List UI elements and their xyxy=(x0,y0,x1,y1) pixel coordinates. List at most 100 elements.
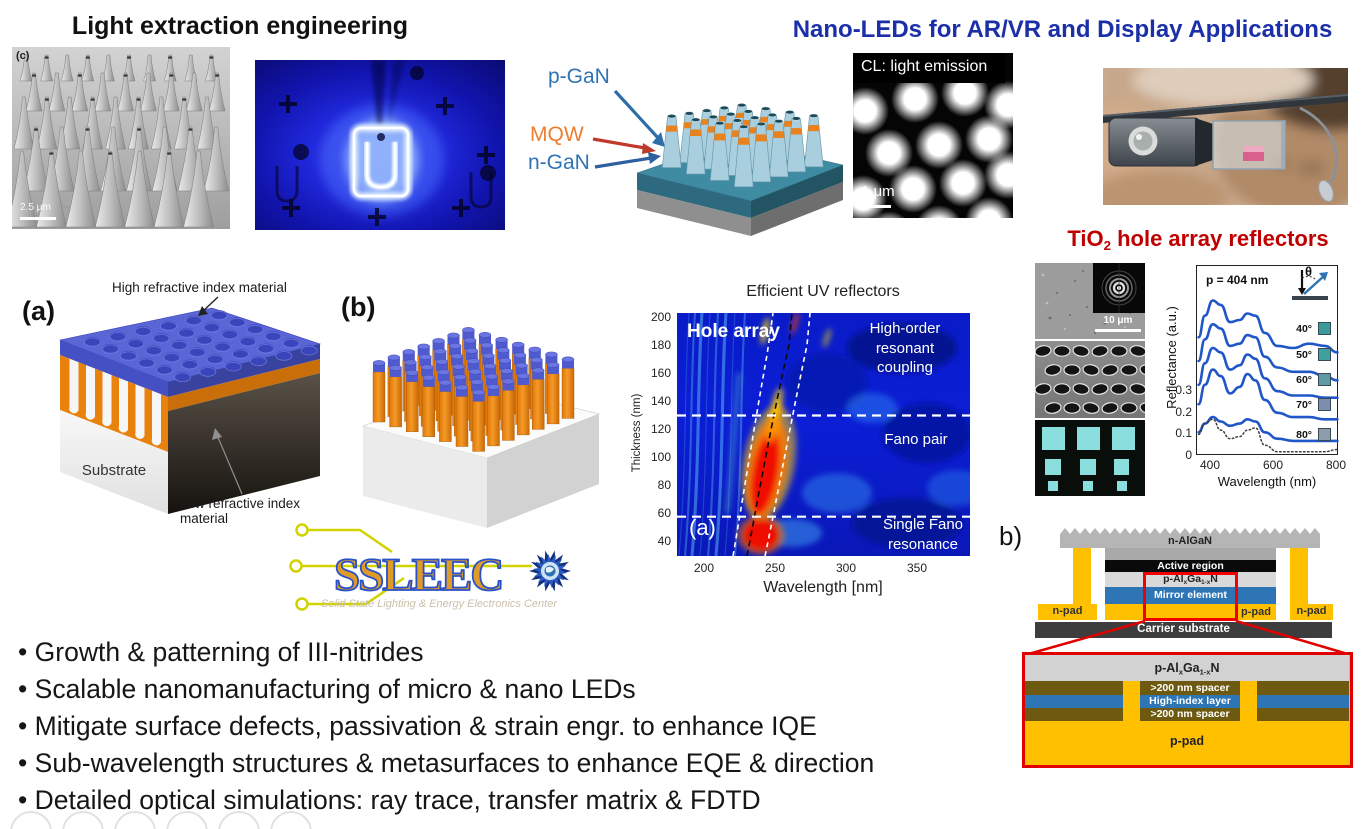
p-algan-layer: p-AlxGa1-xN xyxy=(1105,572,1276,587)
cl-emission-image: CL: light emission 1 μm xyxy=(839,53,1032,259)
high-index-annotation: High refractive index material xyxy=(112,280,287,295)
heatmap-hot-region xyxy=(725,311,832,555)
refl-ytick-0: 0 xyxy=(1185,448,1192,462)
sem-scalebar xyxy=(20,217,56,220)
hm-xtick: 300 xyxy=(835,561,857,575)
heatmap-art xyxy=(677,311,987,557)
tio2-scalebar-label: 10 μm xyxy=(1103,315,1133,326)
fano-branch-dashed-white-right xyxy=(764,312,811,557)
sem-panel-label: (c) xyxy=(16,50,30,62)
incidence-angle-icon xyxy=(1292,270,1328,300)
cl-scalebar-label: 1 μm xyxy=(861,183,895,200)
hm-xtick: 350 xyxy=(906,561,928,575)
hm-xtick: 200 xyxy=(693,561,715,575)
high-index-right xyxy=(1257,695,1349,708)
hole-array-structure: (a) High refractive index material Subst… xyxy=(12,280,334,570)
refl-ytick-03: 0.3 xyxy=(1175,383,1192,397)
legend-swatch xyxy=(1318,398,1331,411)
detail-p-algan-layer: p-AlxGa1-xN xyxy=(1025,655,1349,681)
hm-ytick: 140 xyxy=(650,394,671,408)
legend-angle-label: 40° xyxy=(1296,323,1312,335)
glasses-earpiece xyxy=(1318,180,1334,202)
n-pad-right: n-pad xyxy=(1290,604,1333,620)
tio2-section-title: TiO2 hole array reflectors xyxy=(1030,226,1366,253)
heatmap-xlabel: Wavelength [nm] xyxy=(763,579,883,596)
high-index-left xyxy=(1025,695,1123,708)
mqw-label: MQW xyxy=(530,123,584,146)
glasses-wire xyxy=(1299,106,1338,188)
legend-swatch xyxy=(1318,428,1331,441)
pitch-annotation: p = 404 nm xyxy=(1206,273,1269,287)
list-item: Mitigate surface defects, passivation & … xyxy=(18,708,1008,745)
p-pad-label: p-pad xyxy=(1241,606,1271,618)
p-gan-label: p-GaN xyxy=(548,65,610,88)
hole-array-annotation: Hole array xyxy=(687,321,780,342)
led-micrograph xyxy=(255,60,505,230)
glasses-prism xyxy=(1212,120,1286,170)
list-item: Sub-wavelength structures & metasurfaces… xyxy=(18,745,1008,782)
ssleec-star-icon xyxy=(529,550,571,592)
list-item: Scalable nanomanufacturing of micro & na… xyxy=(18,671,1008,708)
spacer-center-top: >200 nm spacer xyxy=(1140,681,1240,695)
hm-ytick: 180 xyxy=(650,338,671,352)
single-fano-annotation: Single Fano resonance xyxy=(882,516,964,553)
low-index-annotation: Low refractive index material xyxy=(180,496,301,526)
reflectance-plot-area xyxy=(1196,265,1339,455)
high-index-center: High-index layer xyxy=(1140,695,1240,708)
sem-nanocone-art xyxy=(6,47,230,229)
n-pad-left: n-pad xyxy=(1038,604,1097,620)
research-topics-list: Growth & patterning of III-nitrides Scal… xyxy=(18,634,1008,819)
p-gan-arrow xyxy=(613,89,665,147)
tio2-hole-array-sem xyxy=(1034,341,1157,418)
substrate-annotation: Substrate xyxy=(81,462,147,479)
carrier-substrate-layer: Carrier substrate xyxy=(1035,622,1332,638)
left-section-title: Light extraction engineering xyxy=(71,12,409,40)
tio2-squares-art xyxy=(1035,420,1145,496)
mirror-led-device-schematic: b) n-AlGaN Active region p-AlxGa1-xN Mir… xyxy=(985,515,1366,815)
p-metal-layer: p-pad xyxy=(1105,604,1276,620)
hm-ytick: 100 xyxy=(650,450,671,464)
reflectance-ylabel: Reflectance (a.u.) xyxy=(1164,306,1179,409)
tio2-square-reflectors xyxy=(1035,420,1145,496)
dark-electrodes xyxy=(275,166,493,209)
legend-swatch xyxy=(1318,322,1331,335)
mqw-arrow xyxy=(592,137,656,154)
legend-swatch xyxy=(1318,348,1331,361)
spacer-left-top xyxy=(1025,681,1123,695)
mirror-element-layer: Mirror element xyxy=(1105,587,1276,604)
ssleec-logo-art: SSLEEC xyxy=(289,523,571,611)
refl-xtick-600: 600 xyxy=(1262,458,1284,472)
ssleec-logo: SSLEEC Solid State Lighting & Energy Ele… xyxy=(288,514,590,626)
reflectance-xlabel: Wavelength (nm) xyxy=(1217,474,1317,489)
tio2-title-rest: hole array reflectors xyxy=(1110,226,1329,251)
legend-angle-label: 70° xyxy=(1296,399,1312,411)
active-region-layer: Active region xyxy=(1105,560,1276,572)
list-item: Detailed optical simulations: ray trace,… xyxy=(18,782,1008,819)
list-item: Growth & patterning of III-nitrides xyxy=(18,634,1008,671)
led-micrograph-art xyxy=(255,60,505,230)
heatmap-plot-area: Hole array High-order resonant coupling … xyxy=(677,311,987,557)
hm-ytick: 160 xyxy=(650,366,671,380)
fano-pair-annotation: Fano pair xyxy=(884,431,948,448)
cl-caption: CL: light emission xyxy=(861,58,988,75)
n-algan-rough-surface xyxy=(1060,528,1320,534)
hm-ytick: 40 xyxy=(657,534,671,548)
high-order-annotation: High-order resonant coupling xyxy=(869,320,941,376)
tio2-title-base: TiO xyxy=(1067,226,1104,251)
nanorod-art xyxy=(592,89,844,236)
refl-xtick-400: 400 xyxy=(1199,458,1221,472)
cl-scalebar xyxy=(861,205,891,208)
n-gan-arrow xyxy=(594,152,661,169)
theta-label: θ xyxy=(1305,264,1313,279)
refl-xtick-800: 800 xyxy=(1325,458,1347,472)
spacer-right-bottom xyxy=(1257,708,1349,721)
hm-xtick: 250 xyxy=(764,561,786,575)
n-contact-pillar-left xyxy=(1073,548,1091,604)
spacer-center-bottom: >200 nm spacer xyxy=(1140,708,1240,721)
tio2-scalebar xyxy=(1095,329,1141,332)
sem-nanocone-image: (c) 2.5 μm xyxy=(6,47,230,229)
spacer-right-top xyxy=(1257,681,1349,695)
nanorod-schematic: p-GaN MQW n-GaN xyxy=(525,55,850,240)
legend-angle-label: 80° xyxy=(1296,429,1312,441)
